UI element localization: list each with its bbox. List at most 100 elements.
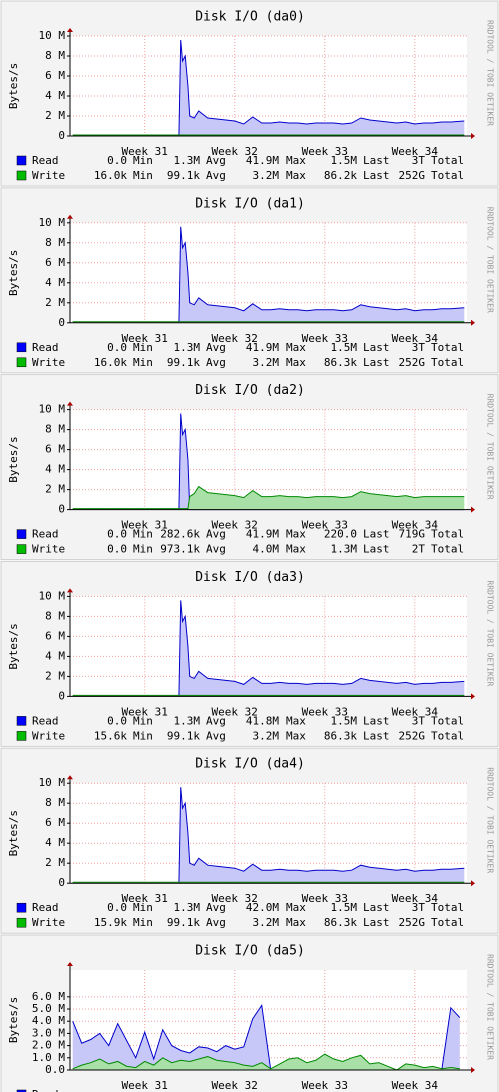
y-tick-label: 6 M	[45, 816, 65, 829]
legend-stat-label: Last	[363, 154, 390, 167]
series-line	[72, 39, 465, 136]
legend-stat-label: Last	[363, 729, 390, 742]
legend-stat-label: Avg	[206, 154, 226, 167]
legend-stat-label: Min	[133, 528, 153, 541]
chart-title: Disk I/O (da4)	[195, 757, 305, 772]
y-tick-label: 0	[58, 129, 65, 142]
legend-stat-label: Total	[431, 916, 464, 929]
legend-stat-label: Max	[286, 729, 306, 742]
x-tick-label: Week 31	[122, 892, 168, 905]
legend-label: Read	[32, 901, 59, 914]
legend-swatch	[16, 342, 27, 353]
legend-stat-value: 99.1k	[167, 356, 200, 369]
legend-swatch	[16, 716, 27, 726]
y-tick-label: 3.0 M	[32, 1026, 65, 1039]
plot-area	[70, 783, 467, 884]
x-tick-label: Week 31	[122, 1079, 168, 1092]
y-tick-label: 8 M	[45, 609, 65, 622]
y-tick-label: 1.0 M	[32, 1051, 65, 1064]
legend-stat-value: 3.2M	[253, 169, 280, 182]
x-tick-label: Week 32	[212, 519, 258, 532]
legend-stat-label: Avg	[206, 729, 226, 742]
axis-arrow	[67, 28, 73, 32]
legend-stat-label: Avg	[206, 543, 226, 556]
legend-stat-label: Total	[431, 341, 464, 354]
x-tick-label: Week 32	[212, 1079, 258, 1092]
legend-stat-label: Max	[286, 528, 306, 541]
x-tick-label: Week 33	[302, 1079, 348, 1092]
y-tick-label: 4 M	[45, 276, 65, 289]
chart-title: Disk I/O (da0)	[195, 10, 305, 25]
legend-stat-label: Min	[133, 729, 153, 742]
legend-stat-value: 282.6k	[160, 528, 200, 541]
y-tick-label: 4 M	[45, 89, 65, 102]
legend-swatch	[16, 731, 27, 741]
legend-stat-label: Max	[286, 154, 306, 167]
legend-stat-label: Avg	[206, 341, 226, 354]
x-tick-label: Week 34	[392, 519, 439, 532]
legend-stat-label: Min	[133, 916, 153, 929]
legend-swatch	[16, 902, 27, 913]
axis-arrow	[471, 319, 475, 326]
y-axis-label: Bytes/s	[7, 63, 20, 109]
legend-label: Read	[32, 528, 59, 541]
legend-stat-label: Min	[133, 356, 153, 369]
legend-stat-label: Max	[286, 901, 306, 914]
axis-arrow	[67, 775, 73, 780]
legend-stat-label: Avg	[206, 714, 226, 727]
legend-stat-value: 16.0k	[94, 356, 127, 369]
y-tick-label: 0	[58, 689, 65, 702]
legend-stat-label: Total	[431, 729, 464, 742]
legend-stat-value: 1.3M	[174, 714, 201, 727]
legend-stat-value: 3.2M	[253, 729, 280, 742]
chart-title: Disk I/O (da5)	[195, 944, 305, 959]
y-tick-label: 10 M	[39, 403, 66, 416]
axis-arrow	[471, 506, 475, 513]
watermark: RRDTOOL / TOBI OETIKER	[486, 767, 495, 873]
legend-stat-value: 2T	[412, 543, 426, 556]
y-tick-label: 4 M	[45, 649, 65, 662]
legend-stat-value: 42.0M	[246, 901, 279, 914]
series-line	[72, 600, 465, 697]
legend-stat-label: Last	[363, 901, 390, 914]
y-axis-label: Bytes/s	[7, 997, 20, 1043]
y-tick-label: 6 M	[45, 256, 65, 269]
legend-swatch	[16, 155, 27, 166]
series-area	[72, 1005, 460, 1070]
legend-stat-value: 86.3k	[324, 729, 357, 742]
legend-stat-value: 99.1k	[167, 916, 200, 929]
y-tick-label: 10 M	[39, 589, 66, 602]
legend-stat-label: Last	[363, 341, 390, 354]
y-tick-label: 8 M	[45, 236, 65, 249]
x-tick-label: Week 31	[122, 332, 168, 345]
legend-stat-value: 86.2k	[324, 169, 357, 182]
watermark: RRDTOOL / TOBI OETIKER	[486, 954, 495, 1060]
legend-stat-label: Min	[133, 154, 153, 167]
legend-stat-label: Max	[286, 714, 306, 727]
plot-area	[70, 36, 467, 136]
legend-stat-label: Min	[133, 169, 153, 182]
legend-stat-label: Min	[133, 341, 153, 354]
legend-stat-value: 0.0	[107, 154, 127, 167]
legend-stat-value: 0.0	[107, 341, 127, 354]
legend-label: Write	[32, 543, 65, 556]
legend-stat-value: 252G	[399, 916, 426, 929]
legend-stat-label: Avg	[206, 528, 226, 541]
axis-arrow	[67, 588, 73, 593]
legend-stat-value: 1.5M	[331, 341, 358, 354]
x-tick-label: Week 32	[212, 705, 258, 718]
y-tick-label: 8 M	[45, 423, 65, 436]
y-tick-label: 2 M	[45, 483, 65, 496]
legend-stat-label: Total	[431, 901, 464, 914]
y-tick-label: 0.0	[45, 1063, 65, 1076]
legend-stat-label: Max	[286, 341, 306, 354]
legend-stat-label: Total	[431, 543, 464, 556]
y-axis-label: Bytes/s	[7, 436, 20, 482]
legend-label: Read	[32, 714, 59, 727]
chart-title: Disk I/O (da1)	[195, 196, 305, 211]
y-tick-label: 6 M	[45, 629, 65, 642]
legend-stat-label: Last	[363, 356, 390, 369]
x-tick-label: Week 33	[302, 519, 348, 532]
watermark: RRDTOOL / TOBI OETIKER	[486, 207, 495, 313]
